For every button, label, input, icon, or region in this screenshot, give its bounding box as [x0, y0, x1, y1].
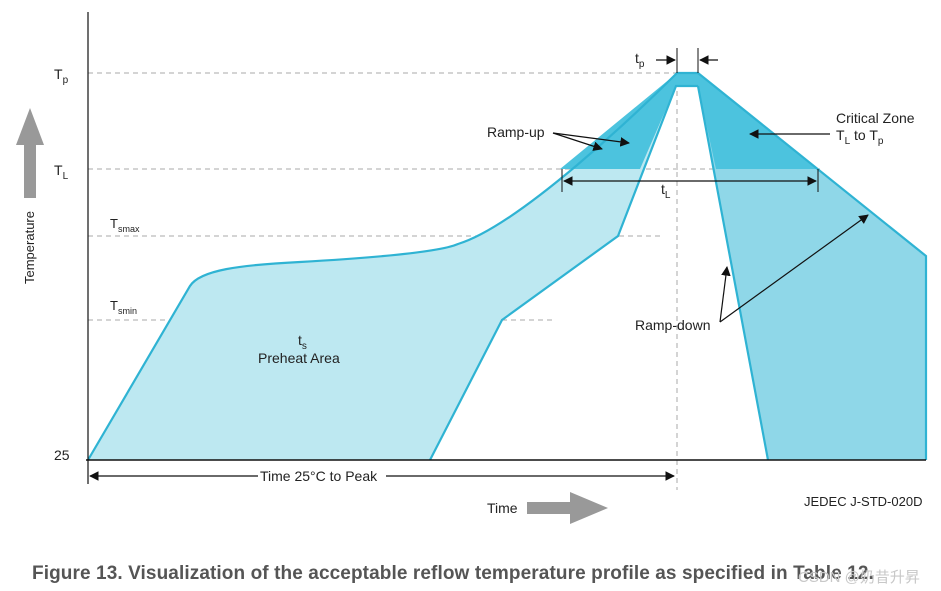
- critical-zone-range-label: TL to Tp: [836, 127, 884, 147]
- ramp-up-label: Ramp-up: [487, 124, 545, 140]
- ramp-up-outline: [87, 71, 698, 461]
- tick-tp: Tp: [54, 66, 69, 86]
- preheat-area-label: Preheat Area: [258, 350, 340, 366]
- ts-label: ts: [298, 332, 307, 352]
- tick-tl: TL: [54, 162, 69, 182]
- y-axis-label: Temperature: [22, 211, 37, 284]
- watermark: CSDN @奶昔升昇: [798, 569, 920, 586]
- figure-caption: Figure 13. Visualization of the acceptab…: [32, 563, 874, 584]
- ramp-up-inner-outline: [429, 84, 698, 461]
- ramp-down-arrow-1: [719, 266, 731, 323]
- ramp-up-arrow-2: [552, 132, 603, 151]
- tick-25: 25: [54, 447, 70, 463]
- standard-label: JEDEC J-STD-020D: [804, 494, 922, 509]
- tl-duration-label: tL: [661, 181, 671, 201]
- x-axis-label: Time: [487, 500, 518, 516]
- time-to-peak-label-bg: [258, 468, 386, 484]
- critical-zone-label: Critical Zone: [836, 110, 915, 126]
- time-arrow: [527, 492, 608, 524]
- ramp-up-zone: [88, 73, 698, 460]
- ramp-down-arrow-2: [719, 214, 869, 323]
- temperature-arrow: [16, 108, 44, 198]
- ramp-down-zone: [698, 73, 926, 460]
- tick-tsmin: Tsmin: [110, 298, 137, 316]
- tp-duration-label: tp: [635, 50, 645, 70]
- ramp-up-arrow-1: [552, 132, 630, 147]
- time-to-peak-label: Time 25°C to Peak: [260, 468, 378, 484]
- tick-tsmax: Tsmax: [110, 216, 140, 234]
- ramp-down-label: Ramp-down: [635, 317, 710, 333]
